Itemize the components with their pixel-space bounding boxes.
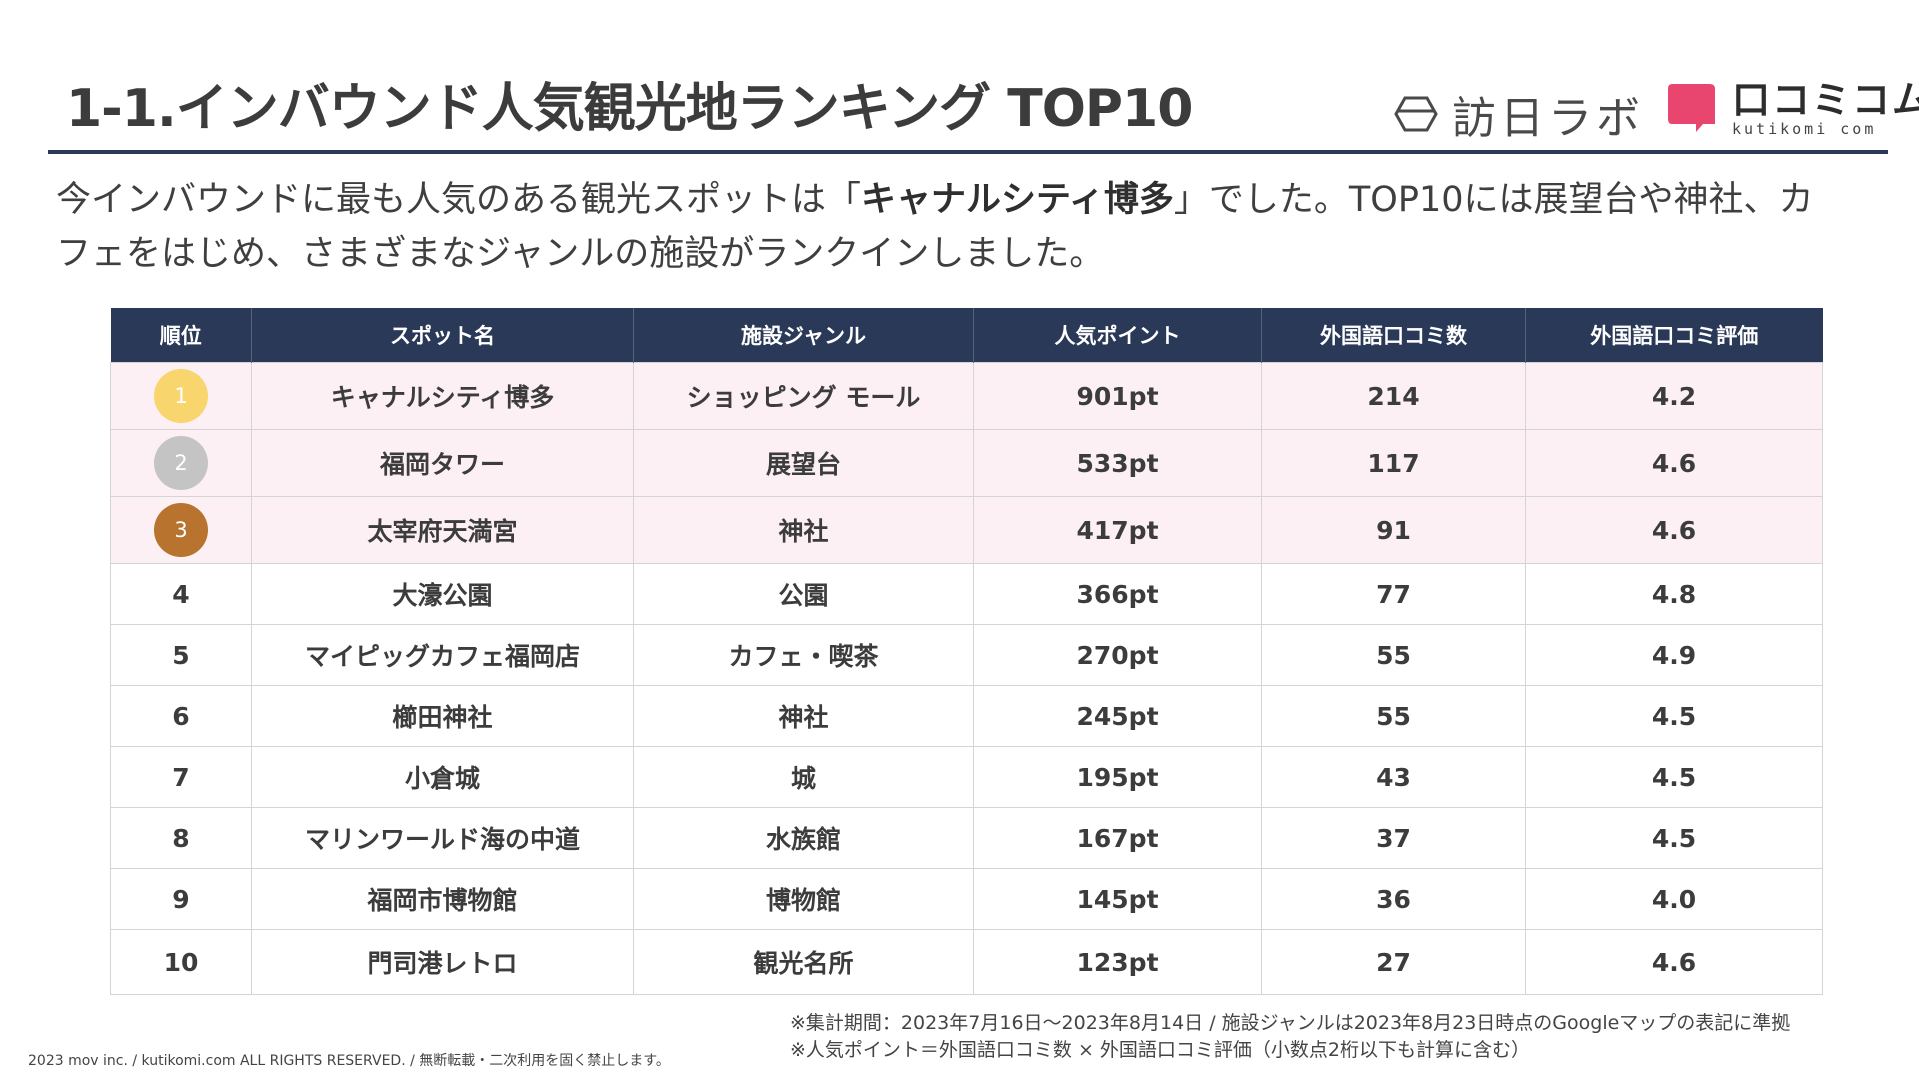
points-cell: 533pt	[973, 429, 1262, 497]
footnote-period: ※集計期間：2023年7月16日〜2023年8月14日 / 施設ジャンルは202…	[790, 1012, 1791, 1034]
spot-name-cell: キャナルシティ博多	[251, 362, 634, 430]
points-cell: 145pt	[973, 868, 1262, 930]
table-row: 1 キャナルシティ博多 ショッピング モール 901pt 214 4.2	[110, 362, 1823, 430]
rank-cell: 3	[110, 496, 252, 564]
genre-cell: 博物館	[633, 868, 974, 930]
points-cell: 417pt	[973, 496, 1262, 564]
rank-cell: 6	[110, 685, 252, 747]
intro-part2: 」でした。TOP10には展望台や神社、カフェをはじめ、さまざまなジャンルの施設が…	[56, 180, 1814, 274]
spot-name-cell: 福岡市博物館	[251, 868, 634, 930]
genre-cell: 観光名所	[633, 929, 974, 995]
spot-name-cell: 小倉城	[251, 746, 634, 808]
rank-cell: 1	[110, 362, 252, 430]
spot-name-cell: マリンワールド海の中道	[251, 807, 634, 869]
review-count-cell: 77	[1261, 563, 1526, 625]
rank-cell: 7	[110, 746, 252, 808]
review-count-cell: 91	[1261, 496, 1526, 564]
points-cell: 195pt	[973, 746, 1262, 808]
genre-cell: 展望台	[633, 429, 974, 497]
rating-cell: 4.6	[1525, 496, 1823, 564]
header-review-rating: 外国語口コミ評価	[1525, 308, 1823, 363]
header-review-count: 外国語口コミ数	[1261, 308, 1526, 363]
points-cell: 123pt	[973, 929, 1262, 995]
spot-name-cell: 太宰府天満宮	[251, 496, 634, 564]
header-rank: 順位	[110, 308, 252, 363]
footnote-formula: ※人気ポイント＝外国語口コミ数 × 外国語口コミ評価（小数点2桁以下も計算に含む…	[790, 1039, 1531, 1061]
genre-cell: カフェ・喫茶	[633, 624, 974, 686]
genre-cell: 城	[633, 746, 974, 808]
rank-cell: 4	[110, 563, 252, 625]
genre-cell: 神社	[633, 685, 974, 747]
kuchikomi-com-logo: 口コミコム kutikomi com	[1668, 80, 1919, 138]
gold-medal-badge: 1	[154, 369, 208, 423]
rank-cell: 9	[110, 868, 252, 930]
rank-cell: 5	[110, 624, 252, 686]
header-points: 人気ポイント	[973, 308, 1262, 363]
review-count-cell: 27	[1261, 929, 1526, 995]
review-count-cell: 55	[1261, 685, 1526, 747]
hounichi-logo-icon	[1394, 96, 1438, 132]
review-count-cell: 214	[1261, 362, 1526, 430]
rank-cell: 2	[110, 429, 252, 497]
hounichi-logo-text: 訪日ラボ	[1452, 93, 1644, 144]
spot-name-cell: マイピッグカフェ福岡店	[251, 624, 634, 686]
points-cell: 901pt	[973, 362, 1262, 430]
table-header-row: 順位 スポット名 施設ジャンル 人気ポイント 外国語口コミ数 外国語口コミ評価	[110, 308, 1823, 363]
rank-cell: 10	[110, 929, 252, 995]
review-count-cell: 37	[1261, 807, 1526, 869]
genre-cell: 公園	[633, 563, 974, 625]
header-genre: 施設ジャンル	[633, 308, 974, 363]
title-divider	[48, 150, 1888, 154]
review-count-cell: 55	[1261, 624, 1526, 686]
kuchikomi-logo-text: 口コミコム	[1732, 78, 1919, 122]
page-title: 1-1.インバウンド人気観光地ランキング TOP10	[66, 79, 1193, 139]
table-row: 9 福岡市博物館 博物館 145pt 36 4.0	[110, 868, 1823, 930]
intro-highlight: キャナルシティ博多	[861, 180, 1174, 220]
rating-cell: 4.8	[1525, 563, 1823, 625]
spot-name-cell: 福岡タワー	[251, 429, 634, 497]
spot-name-cell: 門司港レトロ	[251, 929, 634, 995]
intro-text: 今インバウンドに最も人気のある観光スポットは「キャナルシティ博多」でした。TOP…	[56, 173, 1846, 281]
review-count-cell: 36	[1261, 868, 1526, 930]
rank-cell: 8	[110, 807, 252, 869]
rating-cell: 4.0	[1525, 868, 1823, 930]
points-cell: 366pt	[973, 563, 1262, 625]
table-row: 7 小倉城 城 195pt 43 4.5	[110, 746, 1823, 808]
header-spot-name: スポット名	[251, 308, 634, 363]
rating-cell: 4.9	[1525, 624, 1823, 686]
table-row: 5 マイピッグカフェ福岡店 カフェ・喫茶 270pt 55 4.9	[110, 624, 1823, 686]
rating-cell: 4.5	[1525, 807, 1823, 869]
footnotes: ※集計期間：2023年7月16日〜2023年8月14日 / 施設ジャンルは202…	[790, 1010, 1790, 1064]
kuchikomi-logo-subtext: kutikomi com	[1732, 120, 1877, 138]
genre-cell: 水族館	[633, 807, 974, 869]
rating-cell: 4.6	[1525, 429, 1823, 497]
table-row: 3 太宰府天満宮 神社 417pt 91 4.6	[110, 496, 1823, 564]
genre-cell: 神社	[633, 496, 974, 564]
intro-part1: 今インバウンドに最も人気のある観光スポットは「	[56, 180, 862, 220]
copyright-footer: 2023 mov inc. / kutikomi.com ALL RIGHTS …	[28, 1053, 670, 1069]
spot-name-cell: 櫛田神社	[251, 685, 634, 747]
rating-cell: 4.6	[1525, 929, 1823, 995]
rating-cell: 4.2	[1525, 362, 1823, 430]
spot-name-cell: 大濠公園	[251, 563, 634, 625]
table-row: 4 大濠公園 公園 366pt 77 4.8	[110, 563, 1823, 625]
review-count-cell: 117	[1261, 429, 1526, 497]
genre-cell: ショッピング モール	[633, 362, 974, 430]
silver-medal-badge: 2	[154, 436, 208, 490]
points-cell: 245pt	[973, 685, 1262, 747]
hounichi-lab-logo: 訪日ラボ	[1394, 82, 1644, 146]
ranking-table: 順位 スポット名 施設ジャンル 人気ポイント 外国語口コミ数 外国語口コミ評価 …	[110, 308, 1823, 995]
rating-cell: 4.5	[1525, 746, 1823, 808]
table-row: 2 福岡タワー 展望台 533pt 117 4.6	[110, 429, 1823, 497]
table-row: 8 マリンワールド海の中道 水族館 167pt 37 4.5	[110, 807, 1823, 869]
points-cell: 270pt	[973, 624, 1262, 686]
rating-cell: 4.5	[1525, 685, 1823, 747]
table-row: 10 門司港レトロ 観光名所 123pt 27 4.6	[110, 929, 1823, 995]
review-count-cell: 43	[1261, 746, 1526, 808]
table-row: 6 櫛田神社 神社 245pt 55 4.5	[110, 685, 1823, 747]
speech-bubble-icon	[1668, 84, 1715, 132]
bronze-medal-badge: 3	[154, 503, 208, 557]
points-cell: 167pt	[973, 807, 1262, 869]
